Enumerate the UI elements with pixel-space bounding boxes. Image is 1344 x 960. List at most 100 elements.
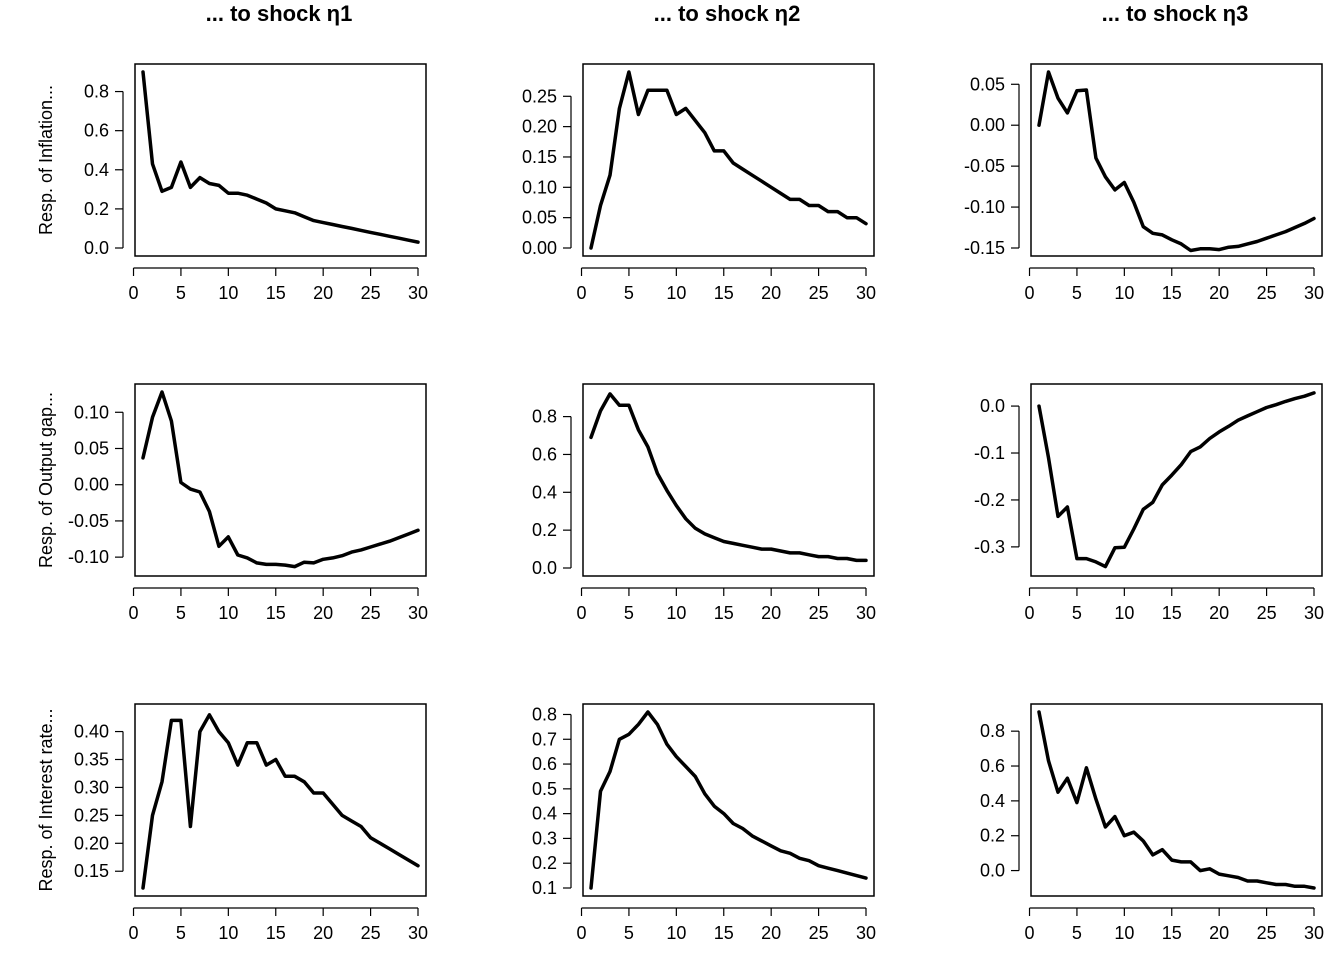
panel-inflation-shock-2-x-tick-label: 25 [809, 283, 829, 303]
panel-output-gap-shock-1-x-axis: 0 5 10 15 20 25 30 [129, 587, 428, 623]
panel-interest-rate-shock-1-frame [134, 703, 427, 897]
panel-output-gap-shock-2-y-tick-label: 0.0 [532, 558, 557, 578]
panel-output-gap-shock-3-x-tick-label: 25 [1257, 603, 1277, 623]
panel-output-gap-shock-2-x-tick-label: 5 [624, 603, 634, 623]
panel-interest-rate-shock-3-y-tick-label: 0.0 [980, 861, 1005, 881]
column-title-shock-1: ... to shock η1 [206, 1, 353, 26]
panel-inflation-shock-1-x-axis: 0 5 10 15 20 25 30 [129, 267, 428, 303]
panel-inflation-shock-2-y-tick-label: 0.00 [522, 238, 557, 258]
panel-inflation-shock-2-y-axis: 0.00 0.05 0.10 0.15 0.20 0.25 [522, 86, 572, 258]
panel-output-gap-shock-1-x-tick-label: 15 [266, 603, 286, 623]
panel-output-gap-shock-1-y-tick-label: 0.10 [74, 402, 109, 422]
panel-interest-rate-shock-1-y-tick-label: 0.30 [74, 777, 109, 797]
panel-inflation-shock-3-y-tick-label: -0.15 [964, 238, 1005, 258]
panel-output-gap-shock-1-frame [134, 383, 427, 577]
panel-inflation-shock-2-x-tick-label: 10 [666, 283, 686, 303]
panel-interest-rate-shock-2-x-tick-label: 5 [624, 923, 634, 943]
panel-output-gap-shock-2-series-line [589, 392, 868, 563]
panel-output-gap-shock-2-x-tick-label: 10 [666, 603, 686, 623]
panel-interest-rate-shock-2-x-tick-label: 30 [856, 923, 876, 943]
panel-interest-rate-shock-1-x-tick-label: 5 [176, 923, 186, 943]
column-titles: ... to shock η1 ... to shock η2 ... to s… [206, 1, 1249, 26]
panel-output-gap-shock-1-y-tick-label: -0.10 [68, 547, 109, 567]
row-label-interest-rate: Resp. of Interest rate... [36, 708, 56, 891]
panel-interest-rate-shock-3-x-tick-label: 0 [1025, 923, 1035, 943]
panel-inflation-shock-1-y-tick-label: 0.8 [84, 82, 109, 102]
panel-output-gap-shock-3-x-tick-label: 10 [1114, 603, 1134, 623]
panel-inflation-shock-3-x-tick-label: 5 [1072, 283, 1082, 303]
panel-interest-rate-shock-2-y-tick-label: 0.4 [532, 804, 557, 824]
panel-output-gap-shock-3-y-axis: -0.3 -0.2 -0.1 0.0 [974, 396, 1020, 557]
panel-inflation-shock-3-x-tick-label: 25 [1257, 283, 1277, 303]
panel-interest-rate-shock-1-y-tick-label: 0.40 [74, 722, 109, 742]
panel-interest-rate-shock-2-y-tick-label: 0.5 [532, 779, 557, 799]
panel-output-gap-shock-1-x-tick-label: 10 [218, 603, 238, 623]
panel-output-gap-shock-2-y-tick-label: 0.2 [532, 520, 557, 540]
panel-inflation-shock-2-x-tick-label: 15 [714, 283, 734, 303]
panel-interest-rate-shock-3-x-tick-label: 30 [1304, 923, 1324, 943]
panel-inflation-shock-1-x-tick-label: 5 [176, 283, 186, 303]
panel-inflation-shock-3-series-line [1037, 70, 1316, 253]
panel-inflation-shock-1: 0 5 10 15 20 25 30 0.0 0.2 0.4 0.6 0.8 [84, 63, 428, 303]
panels-group: 0 5 10 15 20 25 30 0.0 0.2 0.4 0.6 0.8 0 5 10 15 20 25 30 0… [68, 63, 1324, 943]
panel-output-gap-shock-3-x-tick-label: 5 [1072, 603, 1082, 623]
panel-output-gap-shock-1-series-line [141, 390, 420, 569]
panel-interest-rate-shock-2-x-axis: 0 5 10 15 20 25 30 [577, 907, 876, 943]
panel-output-gap-shock-2-x-tick-label: 0 [577, 603, 587, 623]
column-title-shock-2: ... to shock η2 [654, 1, 801, 26]
panel-interest-rate-shock-3-x-tick-label: 25 [1257, 923, 1277, 943]
panel-inflation-shock-2-y-tick-label: 0.10 [522, 177, 557, 197]
panel-inflation-shock-1-x-tick-label: 15 [266, 283, 286, 303]
panel-interest-rate-shock-3-y-tick-label: 0.6 [980, 756, 1005, 776]
panel-interest-rate-shock-2-y-axis: 0.1 0.2 0.3 0.4 0.5 0.6 0.7 0.8 [532, 704, 572, 898]
panel-inflation-shock-3-y-tick-label: -0.05 [964, 156, 1005, 176]
row-labels: Resp. of Inflation... Resp. of Output ga… [36, 85, 56, 892]
panel-interest-rate-shock-2: 0 5 10 15 20 25 30 0.1 0.2 0.3 0.4 0.5 0.6 0.7 0.8 [532, 703, 876, 943]
panel-output-gap-shock-2-x-axis: 0 5 10 15 20 25 30 [577, 587, 876, 623]
panel-interest-rate-shock-2-x-tick-label: 0 [577, 923, 587, 943]
panel-output-gap-shock-3-y-tick-label: -0.2 [974, 490, 1005, 510]
panel-interest-rate-shock-3-x-tick-label: 20 [1209, 923, 1229, 943]
panel-inflation-shock-1-x-tick-label: 30 [408, 283, 428, 303]
panel-interest-rate-shock-2-x-tick-label: 25 [809, 923, 829, 943]
panel-output-gap-shock-2-frame [582, 383, 875, 577]
panel-inflation-shock-1-x-tick-label: 20 [313, 283, 333, 303]
panel-output-gap-shock-1-y-axis: -0.10 -0.05 0.00 0.05 0.10 [68, 402, 124, 567]
panel-output-gap-shock-1-x-tick-label: 20 [313, 603, 333, 623]
panel-interest-rate-shock-2-y-tick-label: 0.7 [532, 729, 557, 749]
panel-inflation-shock-2-x-tick-label: 0 [577, 283, 587, 303]
panel-output-gap-shock-3-x-tick-label: 20 [1209, 603, 1229, 623]
panel-output-gap-shock-3-x-axis: 0 5 10 15 20 25 30 [1025, 587, 1324, 623]
panel-inflation-shock-1-y-tick-label: 0.4 [84, 160, 109, 180]
panel-interest-rate-shock-3-y-tick-label: 0.4 [980, 791, 1005, 811]
panel-inflation-shock-2-y-tick-label: 0.25 [522, 86, 557, 106]
panel-inflation-shock-3-frame [1030, 63, 1323, 257]
panel-inflation-shock-2-frame [582, 63, 875, 257]
column-title-shock-3: ... to shock η3 [1102, 1, 1249, 26]
panel-interest-rate-shock-1-y-tick-label: 0.35 [74, 749, 109, 769]
panel-output-gap-shock-1-y-tick-label: 0.05 [74, 438, 109, 458]
panel-inflation-shock-3-x-tick-label: 15 [1162, 283, 1182, 303]
panel-inflation-shock-1-x-tick-label: 25 [361, 283, 381, 303]
panel-interest-rate-shock-2-x-tick-label: 15 [714, 923, 734, 943]
panel-interest-rate-shock-2-y-tick-label: 0.3 [532, 828, 557, 848]
panel-output-gap-shock-1-x-tick-label: 5 [176, 603, 186, 623]
panel-inflation-shock-2-y-tick-label: 0.20 [522, 117, 557, 137]
panel-inflation-shock-2-x-tick-label: 5 [624, 283, 634, 303]
panel-output-gap-shock-1: 0 5 10 15 20 25 30 -0.10 -0.05 0.00 0.05 0.10 [68, 383, 428, 623]
panel-inflation-shock-2-x-axis: 0 5 10 15 20 25 30 [577, 267, 876, 303]
panel-inflation-shock-1-y-tick-label: 0.2 [84, 199, 109, 219]
panel-inflation-shock-3-x-tick-label: 0 [1025, 283, 1035, 303]
panel-inflation-shock-3-y-tick-label: 0.00 [970, 115, 1005, 135]
panel-interest-rate-shock-1-x-tick-label: 0 [129, 923, 139, 943]
row-label-inflation: Resp. of Inflation... [36, 85, 56, 235]
panel-interest-rate-shock-3-x-tick-label: 10 [1114, 923, 1134, 943]
panel-output-gap-shock-2-y-axis: 0.0 0.2 0.4 0.6 0.8 [532, 407, 572, 578]
panel-output-gap-shock-2-x-tick-label: 30 [856, 603, 876, 623]
panel-interest-rate-shock-2-y-tick-label: 0.6 [532, 754, 557, 774]
panel-interest-rate-shock-2-y-tick-label: 0.1 [532, 878, 557, 898]
panel-output-gap-shock-3: 0 5 10 15 20 25 30 -0.3 -0.2 -0.1 0.0 [974, 383, 1324, 623]
panel-interest-rate-shock-2-x-tick-label: 20 [761, 923, 781, 943]
panel-output-gap-shock-1-x-tick-label: 0 [129, 603, 139, 623]
panel-output-gap-shock-3-x-tick-label: 15 [1162, 603, 1182, 623]
